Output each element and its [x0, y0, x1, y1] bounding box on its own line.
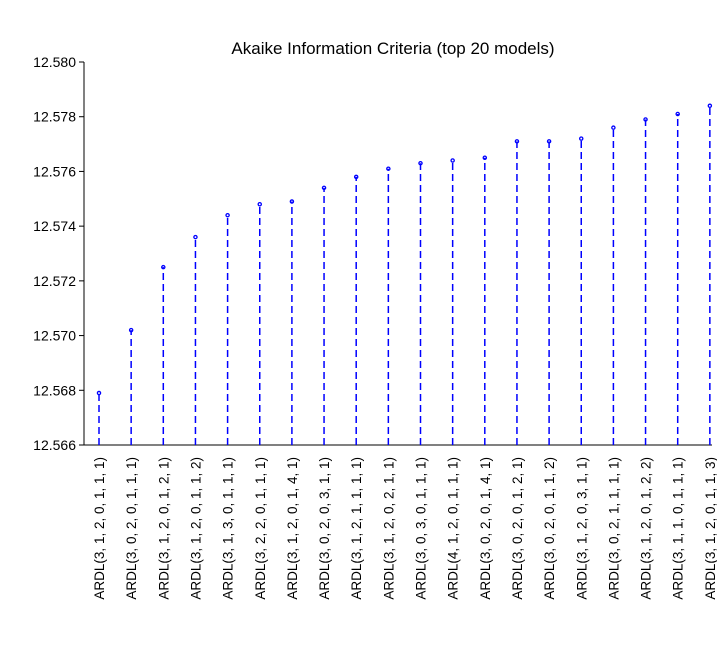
x-category-label: ARDL(3, 0, 2, 0, 1, 4, 1) — [478, 457, 493, 600]
x-category-label: ARDL(3, 1, 2, 0, 1, 1, 2) — [188, 457, 203, 600]
x-category-label: ARDL(3, 1, 2, 0, 3, 1, 1) — [574, 457, 589, 600]
data-point — [611, 125, 616, 130]
x-category-label: ARDL(3, 2, 2, 0, 1, 1, 1) — [253, 457, 268, 600]
x-category-label: ARDL(3, 1, 2, 0, 1, 1, 3) — [703, 457, 717, 600]
x-category-label: ARDL(3, 1, 1, 0, 1, 1, 1) — [671, 457, 686, 600]
data-point — [514, 139, 520, 144]
data-point — [353, 174, 359, 180]
x-axis-labels: ARDL(3, 1, 2, 0, 1, 1, 1) ARDL(3, 0, 2, 0… — [92, 457, 717, 600]
y-tick-label: 12.580 — [33, 54, 76, 70]
x-category-label: ARDL(3, 0, 2, 0, 1, 1, 1) — [124, 457, 139, 600]
x-category-label: ARDL(3, 1, 2, 0, 1, 2, 1) — [156, 457, 171, 600]
data-point — [161, 264, 166, 270]
y-axis-ticks: 12.566 12.568 12.570 12.572 12.574 12.576 12.5… — [33, 54, 84, 453]
data-point — [418, 160, 423, 166]
data-point — [482, 155, 488, 160]
data-point — [546, 139, 552, 144]
data-point — [96, 390, 102, 396]
data-point — [386, 166, 391, 171]
chart-title: Akaike Information Criteria (top 20 mode… — [231, 39, 554, 58]
y-tick-label: 12.574 — [33, 218, 76, 234]
x-category-label: ARDL(3, 1, 2, 0, 1, 1, 1) — [92, 457, 107, 600]
x-category-label: ARDL(3, 1, 3, 0, 1, 1, 1) — [221, 457, 236, 600]
x-category-label: ARDL(3, 0, 2, 0, 1, 2, 1) — [510, 457, 525, 600]
y-tick-label: 12.570 — [33, 328, 76, 344]
x-category-label: ARDL(3, 0, 2, 0, 1, 1, 2) — [542, 457, 557, 600]
data-point — [225, 212, 230, 218]
data-point — [193, 234, 198, 240]
y-tick-label: 12.578 — [33, 109, 76, 125]
data-point — [289, 199, 295, 204]
x-category-label: ARDL(3, 0, 2, 1, 1, 1, 1) — [606, 457, 621, 600]
data-point — [257, 202, 262, 207]
y-tick-label: 12.576 — [33, 163, 76, 179]
data-point — [675, 111, 680, 117]
markers — [96, 103, 713, 396]
x-category-label: ARDL(3, 0, 2, 0, 3, 1, 1) — [317, 457, 332, 600]
data-point — [643, 117, 648, 122]
data-point — [579, 136, 584, 141]
x-category-label: ARDL(4, 1, 2, 0, 1, 1, 1) — [446, 457, 461, 600]
plot-area: 12.566 12.568 12.570 12.572 12.574 12.576 12.5… — [33, 54, 717, 600]
y-tick-label: 12.572 — [33, 273, 76, 289]
y-tick-label: 12.568 — [33, 382, 76, 398]
y-tick-label: 12.566 — [33, 437, 76, 453]
x-category-label: ARDL(3, 1, 2, 0, 1, 4, 1) — [285, 457, 300, 600]
stems — [98, 105, 711, 445]
data-point — [128, 327, 134, 333]
data-point — [707, 103, 713, 109]
data-point — [321, 185, 327, 191]
x-category-label: ARDL(3, 1, 2, 0, 1, 2, 2) — [639, 457, 654, 600]
x-category-label: ARDL(3, 1, 2, 0, 2, 1, 1) — [381, 457, 396, 600]
data-point — [450, 158, 455, 163]
x-category-label: ARDL(3, 1, 2, 1, 1, 1, 1) — [349, 457, 364, 600]
x-category-label: ARDL(3, 0, 3, 0, 1, 1, 1) — [414, 457, 429, 600]
